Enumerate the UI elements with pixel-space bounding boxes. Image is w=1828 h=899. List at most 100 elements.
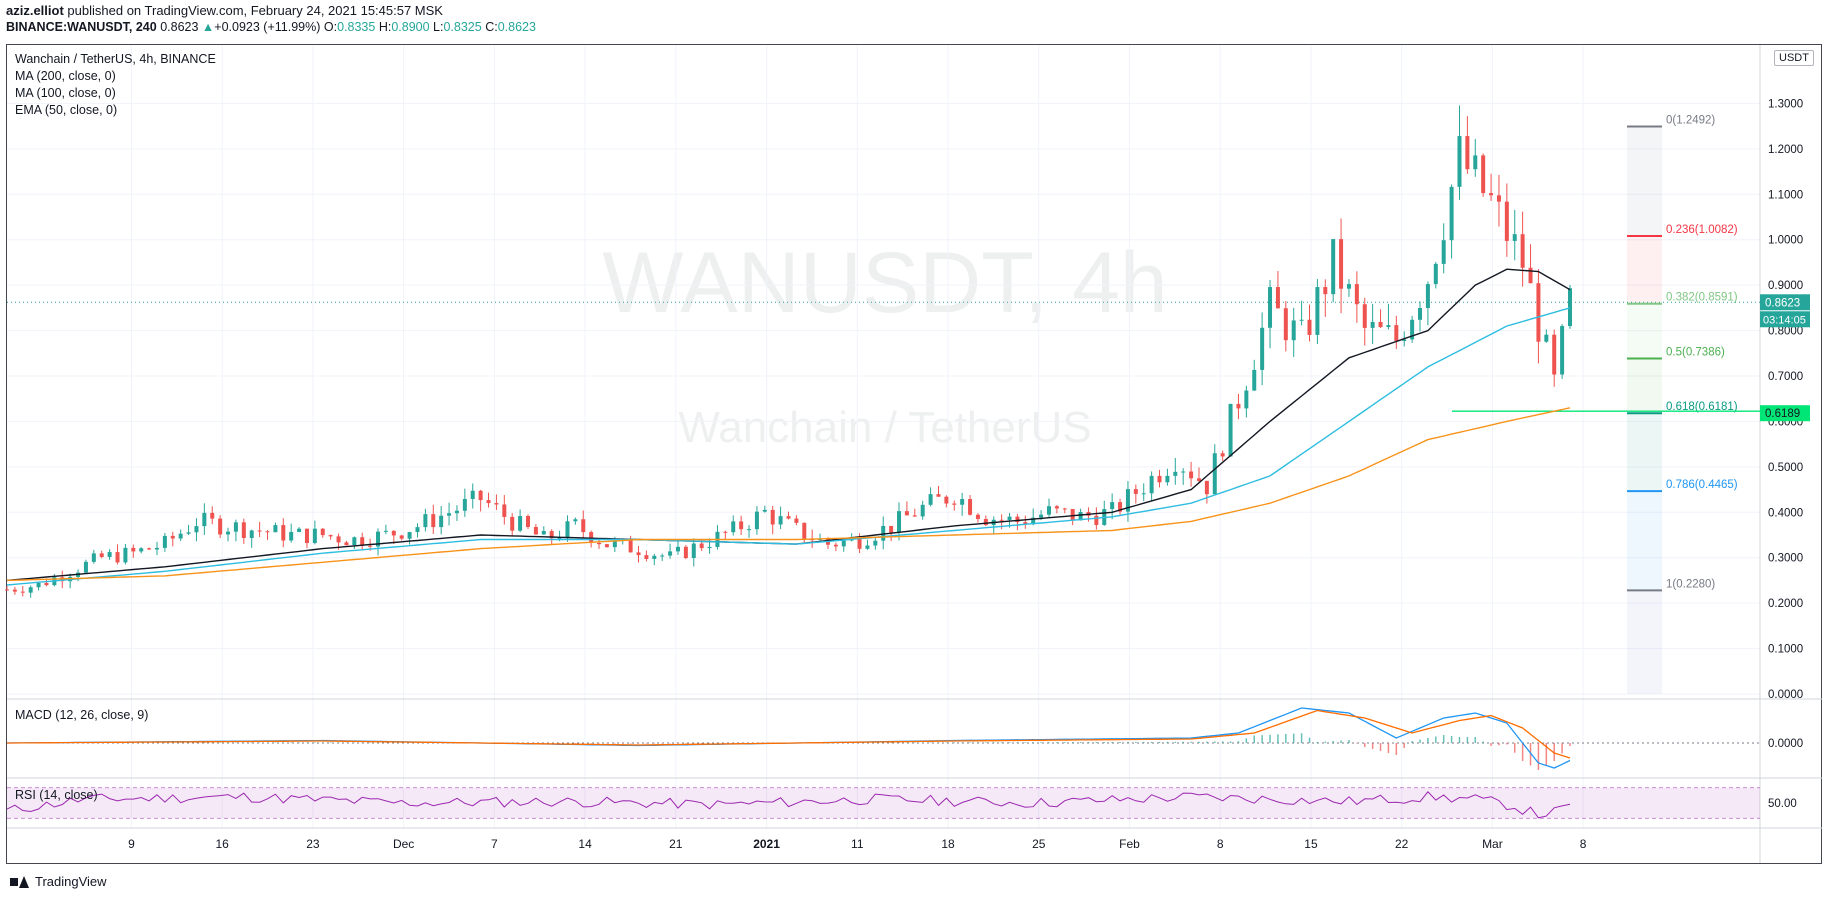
candle-body: [597, 542, 602, 545]
ma100-legend[interactable]: MA (100, close, 0): [15, 86, 116, 100]
y-tick-label: 0.0000: [1768, 689, 1803, 701]
candle-body: [1133, 489, 1138, 494]
candle-body: [612, 540, 617, 548]
publish-text: published on TradingView.com, February 2…: [67, 3, 443, 18]
candle-body: [912, 515, 917, 517]
candle-body: [889, 525, 894, 533]
y-tick-label: 0.1000: [1768, 644, 1803, 656]
candle-body: [1362, 304, 1367, 328]
candle-body: [1449, 186, 1454, 241]
candle-body: [928, 494, 933, 505]
candle-body: [1425, 284, 1430, 309]
candle-body: [557, 537, 562, 539]
last-price-tag: [1760, 294, 1810, 311]
candle-body: [936, 494, 941, 497]
brand-label: TradingView: [35, 874, 107, 889]
candle-body: [1031, 517, 1036, 525]
rsi-legend[interactable]: RSI (14, close): [15, 788, 98, 802]
candle-body: [841, 540, 846, 547]
candle-body: [344, 542, 349, 546]
tradingview-brand[interactable]: TradingView: [10, 874, 107, 889]
candle-body: [541, 531, 546, 535]
candle-body: [1110, 502, 1115, 510]
candle-body: [1473, 155, 1478, 170]
candle-body: [897, 511, 902, 533]
publish-info: aziz.elliot published on TradingView.com…: [6, 3, 443, 18]
fib-level-label: 0.382(0.8591): [1666, 292, 1738, 304]
candle-body: [975, 514, 980, 519]
candle-body: [1354, 284, 1359, 305]
candle-body: [1283, 308, 1288, 341]
candle-body: [289, 531, 294, 541]
candle-body: [383, 530, 388, 532]
candle-body: [573, 519, 578, 522]
candle-body: [360, 537, 365, 546]
candle-body: [739, 521, 744, 530]
candle-body: [273, 525, 278, 533]
candle-body: [802, 522, 807, 539]
fib-level-label: 0.786(0.4465): [1666, 479, 1738, 491]
candle-body: [731, 521, 736, 533]
candle-body: [99, 553, 104, 557]
candle-body: [1394, 325, 1399, 341]
candle-body: [1165, 475, 1170, 483]
candle-body: [439, 515, 444, 528]
candle-body: [376, 531, 381, 547]
fib-zone: [1627, 126, 1662, 236]
macd-y-tick: 0.0000: [1768, 738, 1803, 750]
candle-body: [454, 510, 459, 514]
candle-body: [1181, 471, 1186, 473]
candle-body: [36, 582, 41, 588]
candle-body: [1315, 287, 1320, 335]
fib-zone: [1627, 590, 1662, 694]
candle-body: [202, 512, 207, 527]
quote-line: BINANCE:WANUSDT, 240 0.8623 ▲+0.0923 (+1…: [6, 20, 536, 34]
candle-body: [1402, 339, 1407, 341]
candle-body: [1457, 136, 1462, 187]
candle-body: [1410, 319, 1415, 340]
high-value: 0.8900: [391, 20, 430, 34]
y-tick-label: 0.2000: [1768, 598, 1803, 610]
candle-body: [139, 548, 144, 552]
candle-body: [107, 552, 112, 557]
candle-body: [1275, 287, 1280, 309]
candle-body: [147, 548, 152, 550]
chart-frame[interactable]: [6, 44, 1822, 864]
candle-body: [1220, 453, 1225, 457]
publisher-name[interactable]: aziz.elliot: [6, 3, 64, 18]
ma200-legend[interactable]: MA (200, close, 0): [15, 69, 116, 83]
y-tick-label: 0.9000: [1768, 280, 1803, 292]
watermark-symbol: WANUSDT, 4h: [602, 235, 1167, 331]
candle-body: [873, 540, 878, 546]
candle-body: [691, 543, 696, 559]
candle-body: [865, 545, 870, 549]
candle-body: [131, 547, 136, 552]
fib-zone: [1627, 303, 1662, 359]
ema50-legend[interactable]: EMA (50, close, 0): [15, 103, 118, 117]
fib-zone: [1627, 235, 1662, 304]
candle-body: [1149, 475, 1154, 494]
candle-body: [1260, 327, 1265, 370]
candle-body: [723, 531, 728, 533]
rsi-band: [7, 787, 1760, 819]
candle-body: [581, 519, 586, 533]
countdown-tag-label: 03:14:05: [1763, 314, 1806, 326]
currency-badge[interactable]: USDT: [1774, 50, 1814, 66]
candle-body: [415, 527, 420, 533]
candle-body: [549, 531, 554, 539]
change-arrow: ▲: [201, 20, 215, 34]
candle-body: [1094, 515, 1099, 525]
candle-body: [857, 537, 862, 549]
candle-body: [391, 530, 396, 536]
candle-body: [1536, 283, 1541, 342]
fib-level-label: 0(1.2492): [1666, 115, 1715, 127]
candle-body: [241, 522, 246, 538]
macd-line: [7, 709, 1571, 759]
macd-legend[interactable]: MACD (12, 26, close, 9): [15, 708, 149, 722]
x-tick-label: 8: [1217, 837, 1224, 851]
fib-zone: [1627, 413, 1662, 492]
candle-body: [447, 513, 452, 516]
candle-body: [1465, 136, 1470, 170]
candle-body: [312, 528, 317, 543]
